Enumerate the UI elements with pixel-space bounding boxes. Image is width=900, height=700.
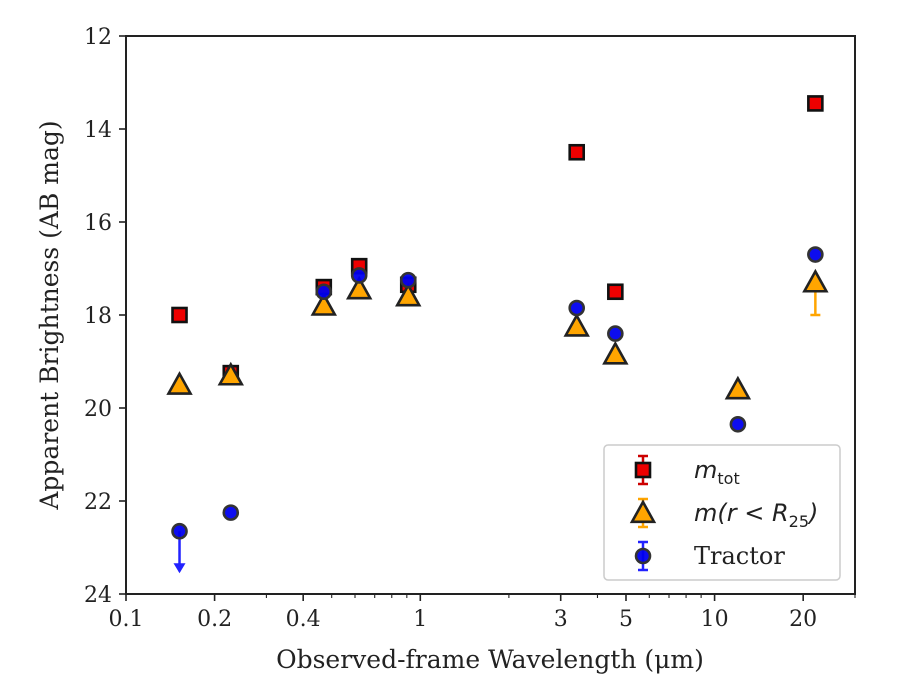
legend-label-main: m(r < R [694, 499, 789, 527]
y-tick-label: 14 [84, 118, 112, 143]
x-tick-label: 10 [701, 607, 729, 632]
data-point [607, 283, 624, 301]
y-tick-label: 24 [84, 583, 112, 608]
y-tick-label: 20 [84, 397, 112, 422]
legend-entries: mtot m(r < R25) Tractor [629, 454, 818, 572]
data-point [399, 271, 417, 289]
y-tick-label: 18 [84, 304, 112, 329]
data-point [568, 143, 586, 161]
legend-label: Tractor [694, 542, 785, 570]
tick-layer: 0.1 0.2 0.4 1 3 5 10 20 12 14 16 18 20 22 24 [84, 25, 856, 632]
data-point [315, 283, 333, 301]
data-point [802, 268, 829, 293]
y-tick-label: 16 [84, 211, 112, 236]
series-1 [166, 268, 829, 400]
data-point [729, 415, 747, 433]
y-tick-label: 12 [84, 25, 112, 50]
data-point [395, 282, 422, 307]
data-point [350, 267, 368, 284]
legend-box [603, 444, 841, 581]
data-point [171, 522, 188, 540]
data-point [171, 306, 188, 324]
data-point [807, 246, 824, 263]
x-tick-label: 3 [554, 607, 568, 632]
data-point [807, 95, 824, 112]
x-tick-label: 0.1 [109, 607, 144, 632]
legend-marker [634, 461, 652, 479]
data-point [310, 292, 338, 316]
legend-marker [629, 499, 657, 524]
data-layer [166, 95, 829, 574]
data-point [602, 340, 629, 365]
x-tick-label: 1 [413, 607, 427, 632]
x-tick-label: 0.2 [197, 607, 232, 632]
x-axis-title: Observed-frame Wavelength (μm) [276, 645, 704, 674]
legend-entry: Tractor [634, 540, 785, 572]
data-point [222, 504, 240, 521]
series-0 [171, 95, 824, 382]
y-tick-label: 22 [84, 490, 112, 515]
legend-label: mtot [694, 456, 740, 488]
plot-area: 0.1 0.2 0.4 1 3 5 10 20 12 14 16 18 20 22 24 [84, 25, 856, 632]
legend-label: m(r < R25) [694, 499, 818, 531]
x-tick-label: 5 [619, 607, 633, 632]
data-point [217, 361, 244, 386]
y-axis-title: Apparent Brightness (AB mag) [35, 120, 64, 510]
data-point [607, 325, 624, 342]
x-tick-label: 0.4 [286, 607, 321, 632]
data-point [345, 275, 373, 300]
legend: mtot m(r < R25) Tractor [603, 444, 841, 581]
legend-entry: m(r < R25) [629, 497, 818, 531]
series-2 [171, 246, 824, 574]
legend-label-subscript: tot [717, 469, 739, 488]
legend-label-subscript: 25 [789, 512, 809, 531]
data-point [568, 299, 586, 317]
legend-label-tail: ) [807, 499, 818, 527]
legend-entry: mtot [634, 454, 740, 488]
data-point [724, 375, 752, 400]
legend-marker [634, 547, 652, 565]
data-point [563, 312, 590, 337]
data-point [166, 371, 193, 395]
x-tick-label: 20 [789, 607, 817, 632]
upper-limit-arrow [173, 563, 186, 574]
legend-label-main: m [694, 456, 717, 484]
